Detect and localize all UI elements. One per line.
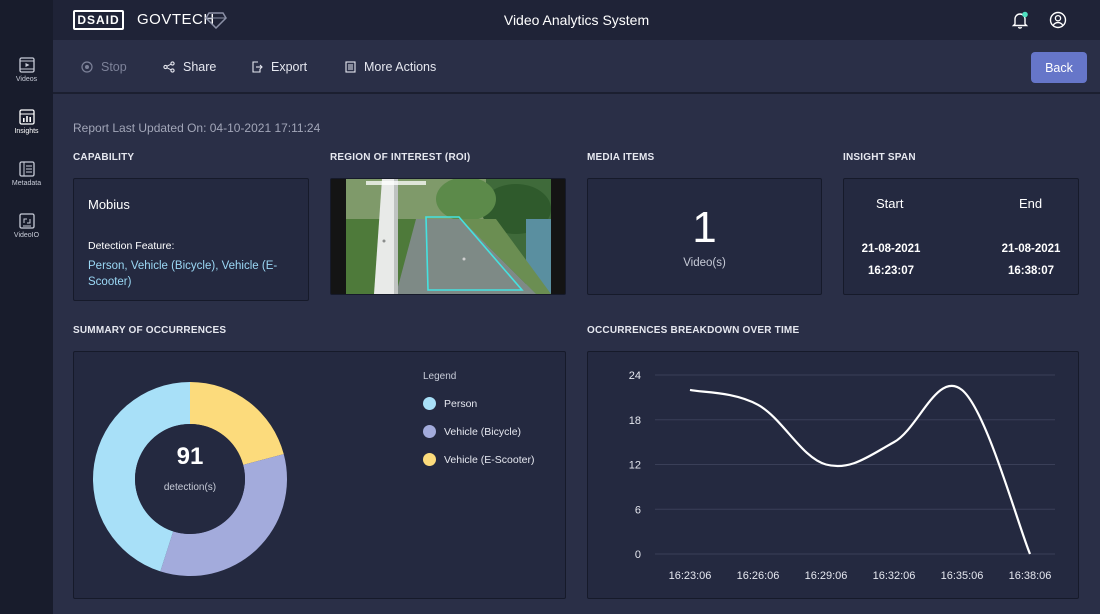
sidebar-item-label: VideoIO — [13, 232, 40, 239]
y-tick-label: 0 — [635, 549, 641, 561]
sidebar: Videos Insights Metadata VideoIO — [0, 0, 53, 614]
donut-slice-vehicle-e-scooter[interactable] — [190, 382, 284, 465]
export-button[interactable]: Export — [251, 60, 307, 74]
detection-feature-list: Person, Vehicle (Bicycle), Vehicle (E-Sc… — [88, 260, 278, 288]
donut-slice-person[interactable] — [92, 382, 190, 572]
detection-feature-label: Detection Feature: — [88, 240, 175, 252]
stop-button[interactable]: Stop — [81, 60, 127, 74]
span-start-date: 21-08-2021 — [861, 243, 921, 255]
series-line — [689, 384, 1032, 555]
share-icon — [163, 61, 175, 73]
y-tick-label: 18 — [629, 415, 641, 427]
donut-hole — [135, 424, 245, 534]
stop-label: Stop — [101, 60, 127, 74]
media-count: 1 — [692, 203, 717, 252]
back-button[interactable]: Back — [1031, 52, 1087, 83]
sidebar-item-insights[interactable]: Insights — [0, 109, 53, 135]
action-toolbar: Stop Share Export More Actions Back — [53, 40, 1100, 94]
dsaid-logo: DSAID — [73, 10, 124, 30]
video-icon — [18, 57, 35, 73]
more-actions-label: More Actions — [364, 60, 437, 74]
export-label: Export — [271, 60, 308, 74]
roi-video-frame — [346, 179, 551, 294]
span-end-label: End — [1019, 196, 1043, 211]
capability-name: Mobius — [88, 197, 130, 212]
legend-title: Legend — [423, 371, 457, 382]
document-list-icon — [345, 61, 356, 73]
legend-item-person: Person — [423, 397, 477, 410]
y-tick-label: 24 — [629, 370, 641, 382]
roi-scene-image — [346, 179, 551, 294]
span-start-time: 16:23:07 — [867, 265, 915, 277]
x-tick-label: 16:29:06 — [805, 570, 848, 582]
top-bar: DSAID GOVTECH Video Analytics System — [53, 0, 1100, 40]
occurrences-line-chart: 0 6 12 18 24 16:23:06 16:26:06 16:29:06 16:32:06… — [629, 370, 1055, 582]
insight-span-card: Start End 21-08-2021 16:23:07 21-08-2021… — [843, 178, 1079, 295]
share-button[interactable]: Share — [163, 60, 216, 74]
breakdown-card — [587, 351, 1079, 599]
roi-heading: REGION OF INTEREST (ROI) — [330, 152, 471, 163]
legend-label: Person — [444, 397, 478, 410]
span-start-label: Start — [876, 196, 904, 211]
summary-heading: SUMMARY OF OCCURRENCES — [73, 325, 227, 336]
legend-item-bicycle: Vehicle (Bicycle) — [423, 425, 521, 438]
sidebar-item-label: Videos — [15, 76, 38, 83]
total-detections-label: detection(s) — [163, 482, 217, 493]
insights-icon — [18, 109, 35, 125]
x-tick-label: 16:26:06 — [737, 570, 780, 582]
sidebar-item-label: Metadata — [11, 180, 42, 187]
y-tick-label: 6 — [635, 504, 641, 516]
legend-swatch — [423, 397, 436, 410]
x-tick-label: 16:38:06 — [1009, 570, 1052, 582]
sidebar-item-videoio[interactable]: VideoIO — [0, 213, 53, 239]
x-tick-label: 16:35:06 — [941, 570, 984, 582]
media-items-card: 1 Video(s) — [587, 178, 822, 295]
user-account-icon[interactable] — [1049, 11, 1067, 29]
govtech-diamond-icon — [205, 12, 227, 29]
sidebar-item-videos[interactable]: Videos — [0, 57, 53, 83]
capability-card: Mobius Detection Feature: Person, Vehicl… — [73, 178, 309, 301]
app-title: Video Analytics System — [503, 12, 650, 28]
legend-item-escooter: Vehicle (E-Scooter) — [423, 453, 534, 466]
export-icon — [252, 61, 263, 73]
occurrences-donut-chart — [92, 382, 287, 576]
legend-label: Vehicle (E-Scooter) — [444, 453, 535, 466]
media-unit: Video(s) — [683, 257, 726, 269]
capability-heading: CAPABILITY — [73, 152, 135, 163]
y-tick-label: 12 — [629, 460, 641, 472]
metadata-icon — [18, 161, 35, 177]
legend-swatch — [423, 425, 436, 438]
insight-span-heading: INSIGHT SPAN — [843, 152, 916, 163]
stop-icon — [81, 61, 93, 73]
breakdown-heading: OCCURRENCES BREAKDOWN OVER TIME — [587, 325, 800, 336]
sidebar-item-metadata[interactable]: Metadata — [0, 161, 53, 187]
span-end-date: 21-08-2021 — [1001, 243, 1061, 255]
share-label: Share — [183, 60, 217, 74]
sidebar-item-label: Insights — [14, 128, 39, 135]
x-tick-label: 16:32:06 — [873, 570, 916, 582]
x-tick-label: 16:23:06 — [669, 570, 712, 582]
legend-label: Vehicle (Bicycle) — [444, 425, 522, 438]
notification-bell-icon[interactable] — [1010, 10, 1030, 30]
report-last-updated: Report Last Updated On: 04-10-2021 17:11… — [73, 121, 321, 135]
donut-slice-vehicle-bicycle[interactable] — [160, 454, 287, 576]
govtech-logo: GOVTECH — [137, 11, 215, 28]
total-detections: 91 — [176, 443, 204, 470]
more-actions-button[interactable]: More Actions — [345, 60, 436, 74]
span-end-time: 16:38:07 — [1007, 265, 1055, 277]
media-items-heading: MEDIA ITEMS — [587, 152, 655, 163]
legend-swatch — [423, 453, 436, 466]
videoio-icon — [18, 213, 35, 229]
